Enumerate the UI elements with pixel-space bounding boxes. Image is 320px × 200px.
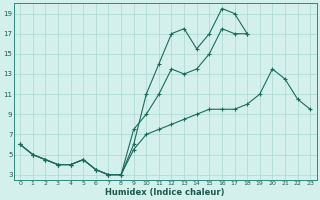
X-axis label: Humidex (Indice chaleur): Humidex (Indice chaleur) (106, 188, 225, 197)
